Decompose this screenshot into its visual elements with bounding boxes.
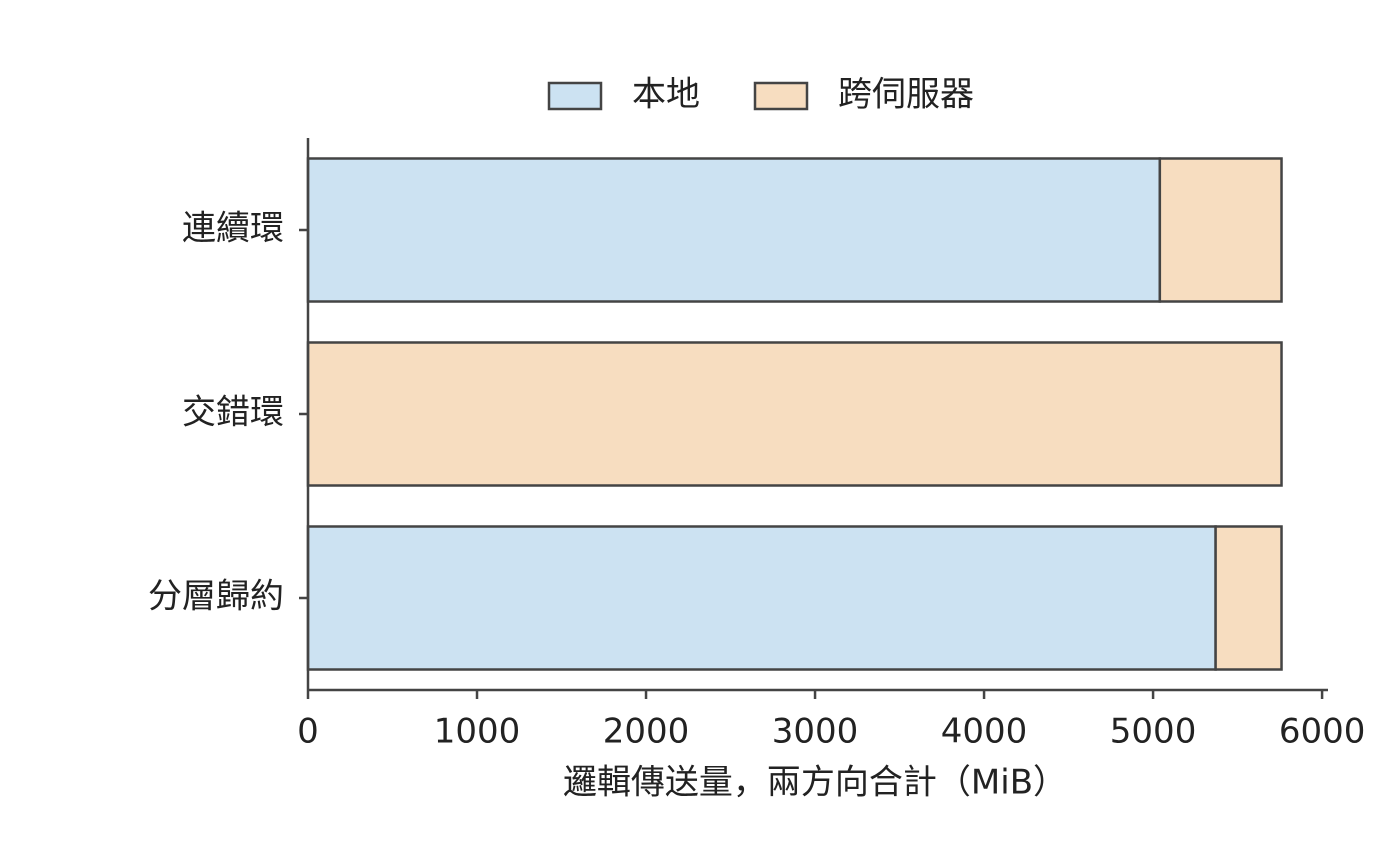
legend-swatch: [753, 81, 809, 111]
x-tick-label: 3000: [772, 712, 859, 752]
bar-segment: [1214, 525, 1283, 671]
legend-swatch: [547, 81, 603, 111]
legend-label: 跨伺服器: [838, 75, 974, 115]
x-tick-label: 2000: [603, 712, 690, 752]
x-tick-label: 1000: [434, 712, 521, 752]
x-tick-label: 5000: [1110, 712, 1197, 752]
x-tick-label: 0: [297, 712, 319, 752]
y-tick-label: 分層歸約: [148, 577, 284, 617]
bar-segment: [306, 157, 1162, 303]
x-axis-label: 邏輯傳送量，兩方向合計（MiB）: [563, 763, 1067, 803]
x-tick-label: 4000: [941, 712, 1028, 752]
y-tick-label: 交錯環: [182, 393, 284, 433]
bar-segment: [306, 341, 1283, 487]
legend-label: 本地: [632, 75, 700, 115]
bar-segment: [306, 525, 1217, 671]
x-tick-label: 6000: [1279, 712, 1366, 752]
y-tick-label: 連續環: [182, 209, 284, 249]
bar-segment: [1158, 157, 1283, 303]
